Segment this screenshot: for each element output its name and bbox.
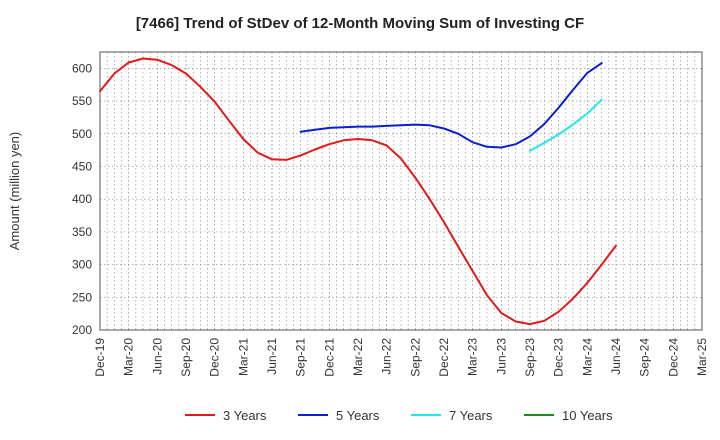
- x-tick-label: Sep-22: [408, 338, 422, 377]
- y-tick-label: 350: [72, 225, 92, 239]
- y-tick-label: 200: [72, 323, 92, 337]
- series-line-3-years: [99, 57, 617, 326]
- series-line-7-years: [529, 98, 603, 152]
- legend-item-7-years: 7 Years: [411, 408, 493, 423]
- x-tick-label: Dec-20: [208, 338, 222, 377]
- x-tick-label: Mar-23: [466, 338, 480, 376]
- series-line-5-years: [299, 62, 603, 149]
- legend-label: 7 Years: [449, 408, 493, 423]
- x-tick-label: Jun-22: [380, 338, 394, 375]
- x-tick-label: Mar-22: [351, 338, 365, 376]
- y-tick-label: 500: [72, 127, 92, 141]
- x-tick-label: Mar-21: [236, 338, 250, 376]
- legend-label: 10 Years: [562, 408, 613, 423]
- legend: 3 Years 5 Years 7 Years 10 Years: [185, 408, 613, 423]
- x-tick-label: Dec-23: [552, 338, 566, 377]
- x-tick-label: Jun-24: [609, 338, 623, 375]
- legend-label: 3 Years: [223, 408, 267, 423]
- legend-label: 5 Years: [336, 408, 380, 423]
- y-tick-label: 300: [72, 258, 92, 272]
- chart-title: [7466] Trend of StDev of 12-Month Moving…: [136, 15, 584, 32]
- y-tick-label: 450: [72, 159, 92, 173]
- x-tick-label: Dec-21: [322, 338, 336, 377]
- y-axis-label: Amount (million yen): [7, 132, 22, 251]
- x-tick-label: Sep-20: [179, 338, 193, 377]
- x-tick-label: Mar-24: [580, 338, 594, 376]
- y-tick-label: 600: [72, 61, 92, 75]
- x-tick-label: Mar-25: [695, 338, 709, 376]
- y-axis-ticks: 200 250 300 350 400 450 500 550 600: [72, 61, 92, 337]
- x-tick-label: Dec-19: [93, 338, 107, 377]
- y-tick-label: 400: [72, 192, 92, 206]
- x-tick-label: Sep-23: [523, 338, 537, 377]
- legend-item-10-years: 10 Years: [524, 408, 613, 423]
- x-tick-label: Sep-21: [294, 338, 308, 377]
- x-tick-label: Sep-24: [638, 338, 652, 377]
- x-axis-ticks: Dec-19 Mar-20 Jun-20 Sep-20 Dec-20 Mar-21 Jun-…: [93, 338, 709, 377]
- x-tick-label: Jun-23: [494, 338, 508, 375]
- x-tick-label: Dec-22: [437, 338, 451, 377]
- legend-item-5-years: 5 Years: [298, 408, 380, 423]
- x-tick-label: Mar-20: [122, 338, 136, 376]
- grid: [100, 52, 702, 330]
- y-tick-label: 250: [72, 290, 92, 304]
- plot-frame: [99, 51, 703, 331]
- x-tick-label: Dec-24: [666, 338, 680, 377]
- y-tick-label: 550: [72, 94, 92, 108]
- series-layer: [99, 57, 617, 326]
- x-tick-label: Jun-21: [265, 338, 279, 375]
- legend-item-3-years: 3 Years: [185, 408, 267, 423]
- x-tick-label: Jun-20: [150, 338, 164, 375]
